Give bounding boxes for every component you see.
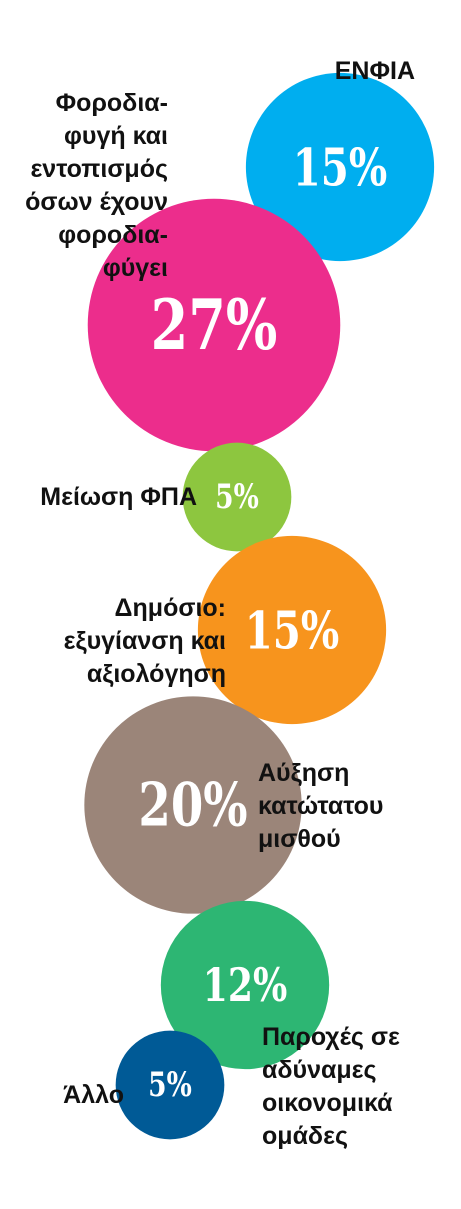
- category-label: Δημόσιο: εξυγίανση και αξιολόγηση: [63, 594, 226, 688]
- bubble: [182, 442, 292, 552]
- value-label: 5%: [148, 1065, 192, 1105]
- value-label: 12%: [203, 958, 288, 1013]
- value-label: 27%: [151, 284, 278, 365]
- bubble: [87, 198, 341, 452]
- bubble: [197, 535, 387, 725]
- value-label: 15%: [293, 136, 388, 197]
- value-label: 5%: [215, 477, 259, 517]
- category-label: Φοροδια- φυγή και εντοπισμός όσων έχουν …: [25, 89, 168, 282]
- bubble: [245, 72, 435, 262]
- category-label: ΕΝΦΙΑ: [334, 57, 415, 85]
- value-label: 15%: [245, 599, 340, 660]
- bubble: [84, 696, 302, 914]
- category-label: Μείωση ΦΠΑ: [40, 483, 197, 511]
- category-label: Αύξηση κατώτατου μισθού: [258, 759, 384, 853]
- category-label: Άλλο: [63, 1081, 124, 1109]
- bubble: [115, 1030, 225, 1140]
- value-label: 20%: [138, 770, 247, 840]
- bubble: [160, 900, 330, 1070]
- category-label: Παροχές σε αδύναμες οικονομικά ομάδες: [262, 1023, 400, 1150]
